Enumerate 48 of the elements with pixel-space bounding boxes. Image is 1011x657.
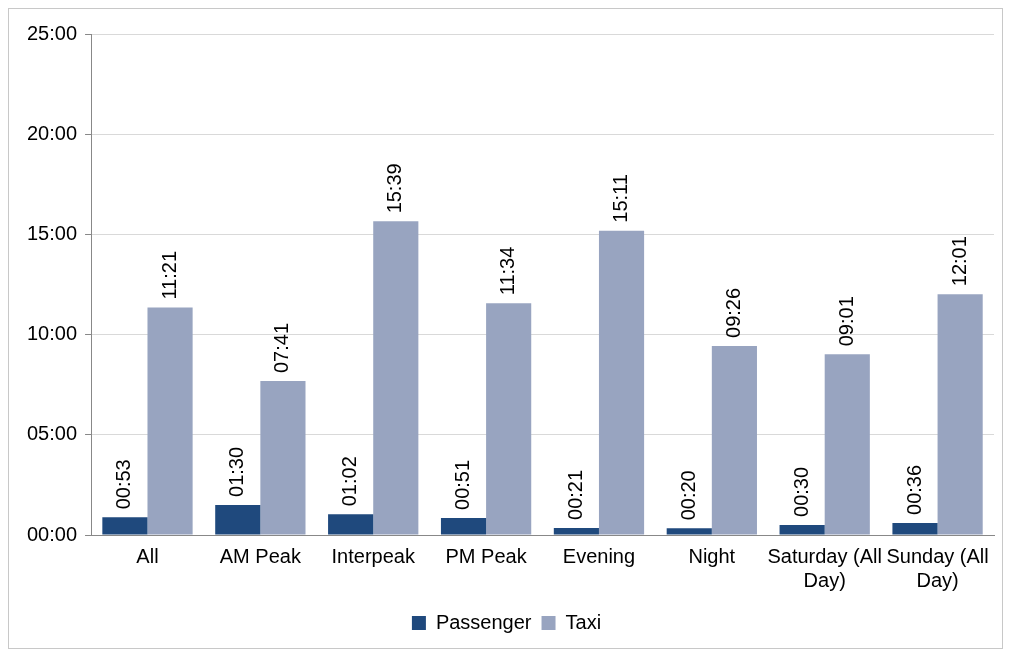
bar	[440, 517, 487, 535]
data-label: 00:53	[112, 459, 135, 510]
bar	[824, 354, 870, 535]
legend-label: Passenger	[435, 610, 532, 633]
legend-label: Taxi	[565, 610, 602, 633]
data-label: 00:30	[789, 466, 812, 517]
y-tick-label: 20:00	[26, 121, 78, 144]
data-label: 11:34	[496, 246, 519, 296]
bar	[215, 504, 261, 535]
data-label: 00:21	[563, 469, 586, 520]
data-label: 00:36	[902, 464, 925, 515]
bar	[486, 303, 532, 535]
data-label: 15:11	[609, 174, 632, 223]
data-label: 09:26	[721, 287, 744, 338]
data-label: 15:39	[383, 163, 406, 214]
data-label: 11:21	[157, 250, 180, 300]
bar	[102, 517, 148, 535]
x-tick-label: Sunday (All Day)	[886, 544, 989, 591]
y-tick-label: 10:00	[26, 322, 78, 345]
data-label: 00:51	[451, 459, 474, 510]
data-label: 01:30	[225, 446, 248, 497]
data-label: 00:20	[676, 470, 699, 521]
y-tick-label: 05:00	[26, 422, 78, 445]
data-label: 07:41	[270, 322, 293, 374]
data-label: 12:01	[947, 236, 970, 287]
data-label: 01:02	[338, 456, 361, 507]
bar	[553, 527, 599, 535]
bar	[779, 524, 825, 535]
x-tick-label: Evening	[562, 544, 636, 567]
bar	[373, 221, 419, 535]
x-tick-label: Saturday (All Day)	[767, 544, 882, 591]
bar	[260, 381, 306, 535]
y-tick-label: 25:00	[26, 21, 78, 44]
x-tick-label: All	[136, 544, 159, 567]
x-tick-label: AM Peak	[219, 544, 302, 567]
data-label: 09:01	[834, 296, 857, 347]
y-tick-label: 00:00	[26, 522, 78, 545]
x-tick-label: PM Peak	[445, 544, 528, 567]
bar	[147, 307, 193, 535]
bar	[937, 294, 983, 535]
bar	[892, 522, 938, 535]
bar	[711, 345, 757, 535]
bar	[598, 230, 645, 535]
bar	[666, 528, 712, 535]
x-tick-label: Interpeak	[331, 544, 416, 567]
bar	[328, 514, 374, 535]
y-tick-label: 15:00	[26, 221, 78, 244]
x-tick-label: Night	[688, 544, 736, 567]
